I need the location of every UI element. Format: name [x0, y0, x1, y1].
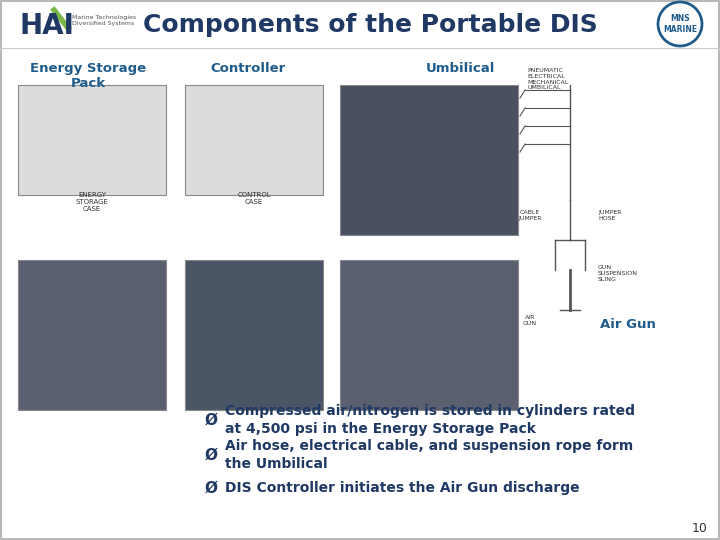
Text: Air Gun: Air Gun [600, 319, 656, 332]
Bar [340, 85, 518, 235]
Text: Ø: Ø [205, 413, 218, 428]
Text: Air hose, electrical cable, and suspension rope form
the Umbilical: Air hose, electrical cable, and suspensi… [225, 440, 634, 471]
Text: 10: 10 [692, 522, 708, 535]
Text: PNEUMATIC
ELECTRICAL
MECHANICAL
UMBILICAL: PNEUMATIC ELECTRICAL MECHANICAL UMBILICA… [527, 68, 568, 90]
Bar [18, 85, 166, 195]
Text: Ø: Ø [205, 448, 218, 462]
Text: MNS
MARINE: MNS MARINE [663, 14, 697, 33]
Text: Ø: Ø [205, 481, 218, 496]
Text: CONTROL
CASE: CONTROL CASE [237, 192, 271, 205]
Bar [18, 260, 166, 410]
Bar [185, 85, 323, 195]
Text: JUMPER
HOSE: JUMPER HOSE [598, 210, 621, 221]
Text: HAI: HAI [20, 12, 75, 40]
Text: Compressed air/nitrogen is stored in cylinders rated
at 4,500 psi in the Energy : Compressed air/nitrogen is stored in cyl… [225, 404, 635, 436]
Text: DIS Controller initiates the Air Gun discharge: DIS Controller initiates the Air Gun dis… [225, 481, 580, 495]
Text: CABLE
JUMPER: CABLE JUMPER [518, 210, 541, 221]
Text: Components of the Portable DIS: Components of the Portable DIS [143, 13, 598, 37]
Text: AIR
GUN: AIR GUN [523, 315, 537, 326]
Text: GUN
SUSPENSION
SLING: GUN SUSPENSION SLING [598, 265, 638, 281]
Bar [340, 260, 518, 410]
Text: ENERGY
STORAGE
CASE: ENERGY STORAGE CASE [76, 192, 109, 212]
Text: Energy Storage
Pack: Energy Storage Pack [30, 62, 146, 90]
Text: Umbilical: Umbilical [426, 62, 495, 75]
Bar [185, 260, 323, 410]
Text: Marine Technologies
Diversified Systems: Marine Technologies Diversified Systems [72, 15, 136, 26]
Text: Controller: Controller [210, 62, 286, 75]
